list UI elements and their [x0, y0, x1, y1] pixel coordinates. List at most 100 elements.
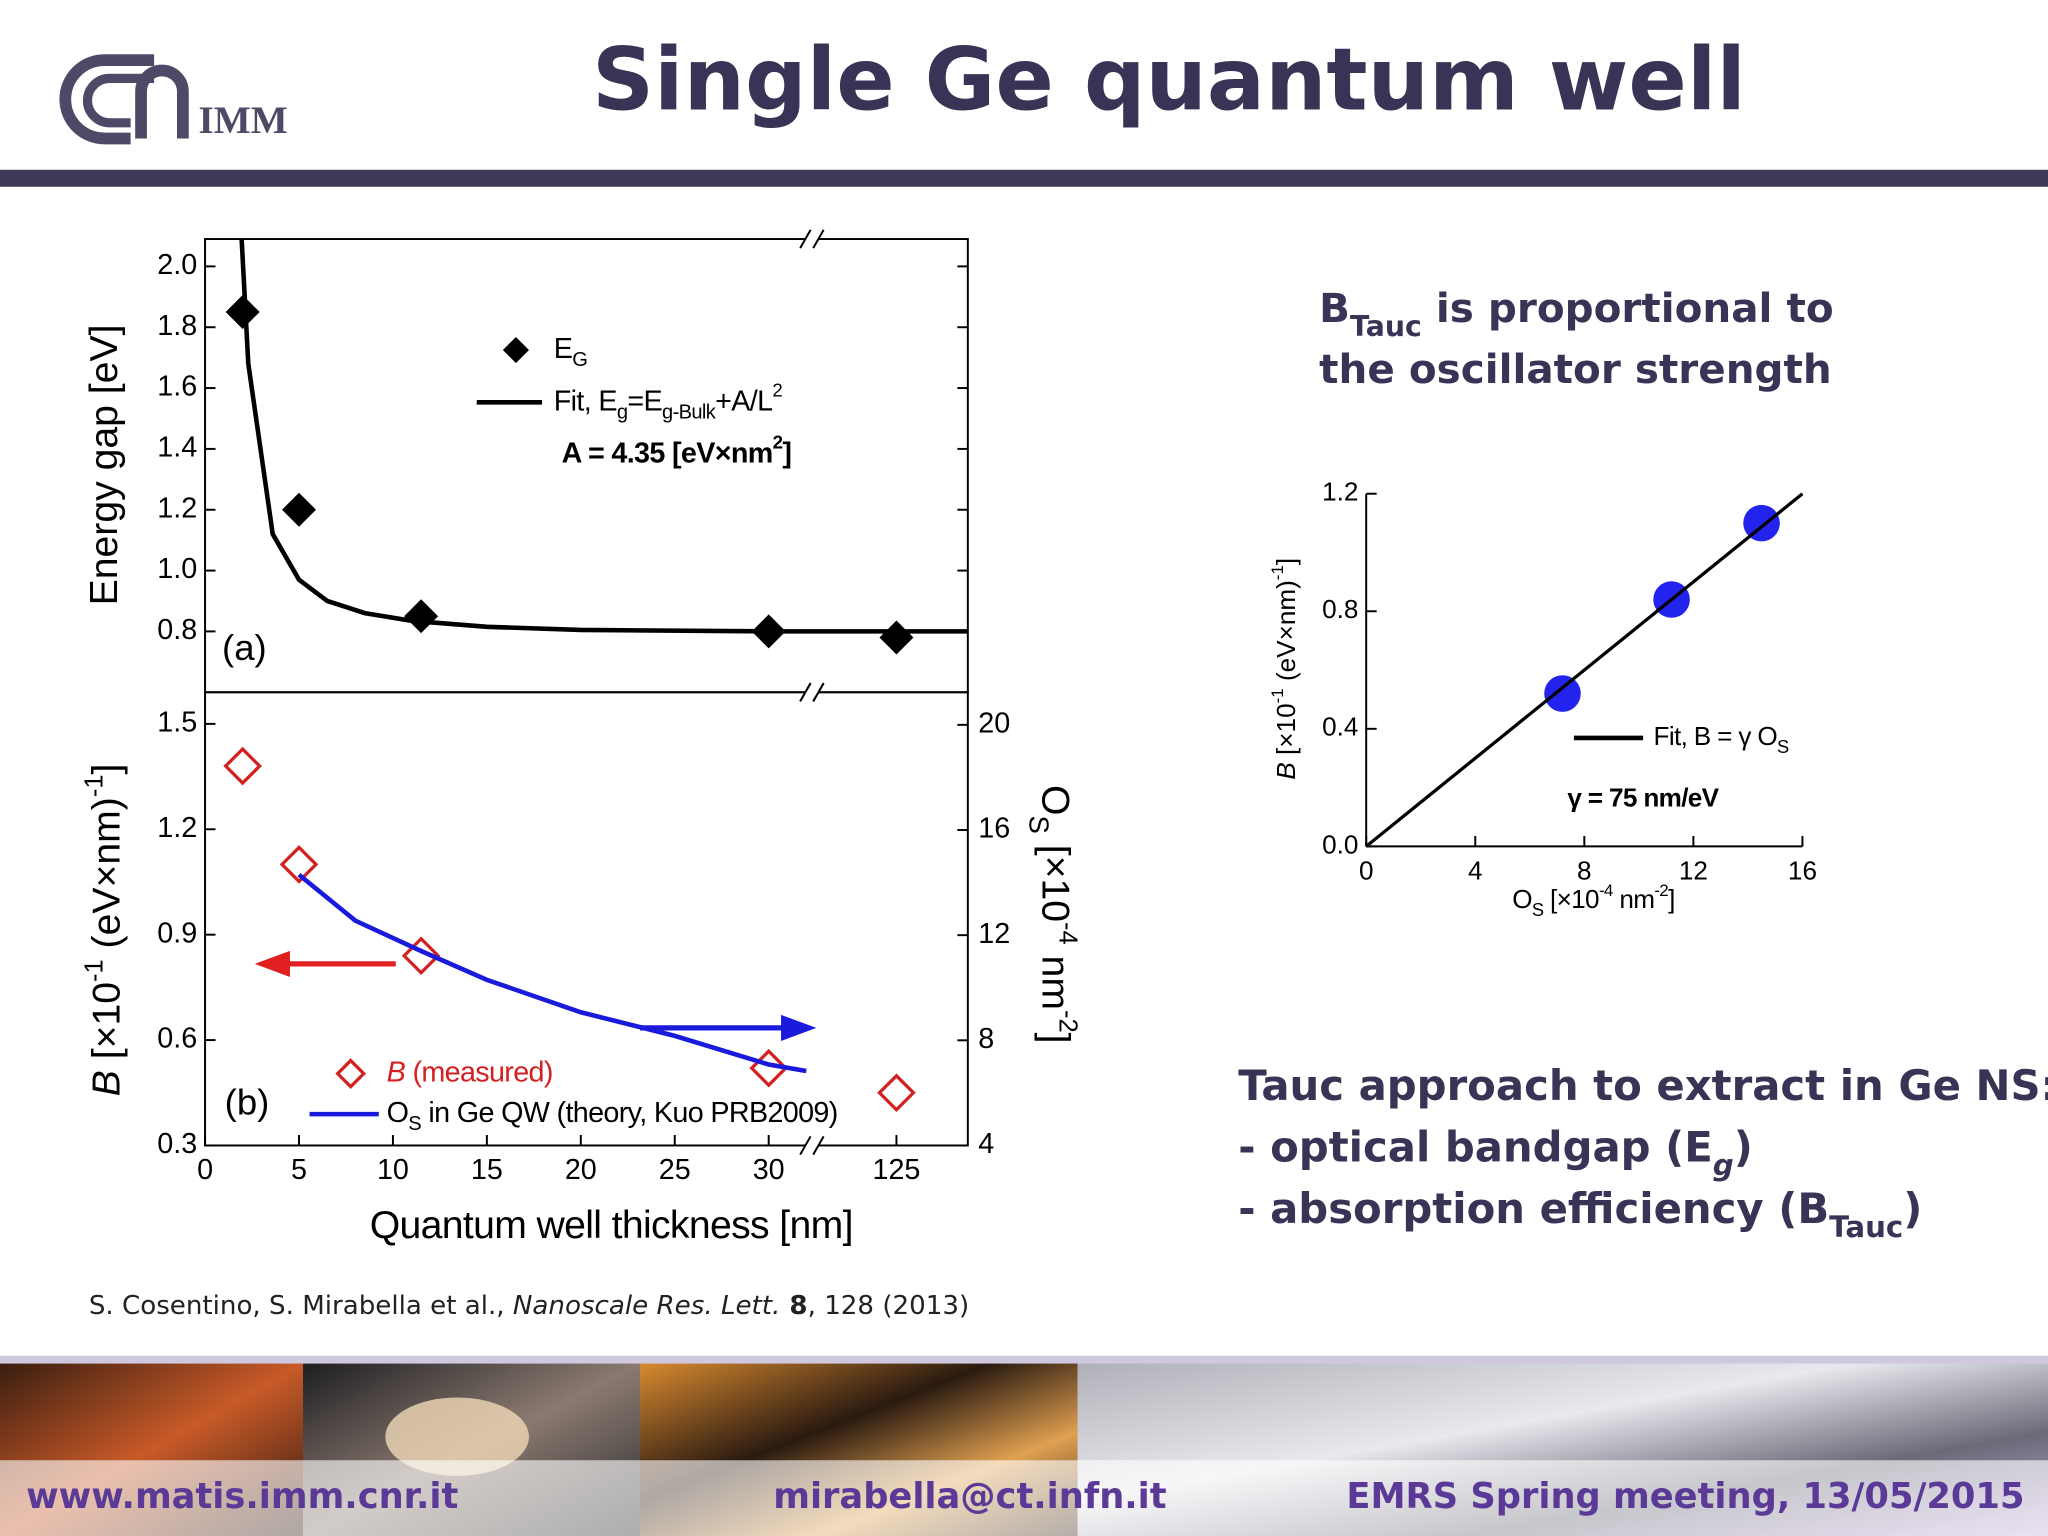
- note-line: BTauc is proportional to: [1319, 284, 1833, 343]
- y-tick-label: 1.2: [157, 492, 197, 524]
- text-part: in Ge QW (theory, Kuo PRB2009): [421, 1097, 838, 1129]
- y-axis-label: B [×10-1 (eV×nm)-1]: [1268, 558, 1301, 780]
- slide-title: Single Ge quantum well: [592, 31, 1746, 131]
- text-part: g: [617, 402, 628, 424]
- y2-tick-label: 8: [978, 1023, 994, 1055]
- text-part: O: [1033, 785, 1076, 815]
- text-part: Tauc: [1829, 1209, 1903, 1243]
- text-part: [×10: [1543, 884, 1599, 914]
- y-tick-label: 0.6: [157, 1023, 197, 1055]
- x-tick-label: 125: [872, 1154, 920, 1186]
- annotation: A = 4.35 [eV×nm2]: [562, 432, 792, 469]
- text-part: ]: [86, 764, 129, 775]
- text-part: -1: [80, 959, 108, 982]
- logo: [59, 54, 189, 145]
- text-part: - optical bandgap (E: [1238, 1122, 1713, 1171]
- note-line: - optical bandgap (Eg): [1238, 1122, 1753, 1182]
- point: [1544, 675, 1581, 712]
- axis-break: [799, 682, 812, 702]
- axis-break-gap: [805, 688, 819, 697]
- text-part: S: [408, 1113, 421, 1135]
- footer-band: [0, 1460, 2048, 1536]
- text-part: -2: [1054, 1010, 1082, 1033]
- text-part: Tauc: [1350, 309, 1422, 342]
- legend-label: Fit, Eg=Eg-Bulk+A/L2: [554, 380, 783, 424]
- legend-label: OS in Ge QW (theory, Kuo PRB2009): [387, 1097, 838, 1136]
- axis-break: [812, 229, 825, 249]
- text-part: S: [1024, 816, 1055, 834]
- y-tick-label: 0.8: [157, 614, 197, 646]
- legend-marker: [335, 1058, 367, 1090]
- text-part: - absorption efficiency (B: [1238, 1183, 1829, 1232]
- y-tick-label: 1.4: [157, 431, 197, 463]
- photo-detail: [385, 1397, 529, 1476]
- y-tick-label: 1.8: [157, 310, 197, 342]
- text-part: [×10: [86, 982, 129, 1070]
- text-part: O: [387, 1097, 409, 1129]
- text-part: +A/L: [715, 385, 773, 417]
- text-part: Energy gap [eV]: [83, 325, 126, 606]
- x-tick-label: 12: [1679, 855, 1708, 885]
- x-tick-label: 30: [753, 1154, 785, 1186]
- axis-break: [799, 229, 812, 249]
- y2-tick-label: 16: [978, 813, 1010, 845]
- text-part: γ = 75 nm/eV: [1567, 782, 1719, 812]
- text-part: B: [86, 1070, 129, 1096]
- y-tick-label: 0.8: [1322, 594, 1358, 624]
- text-part: O: [1512, 884, 1532, 914]
- text-part: the oscillator strength: [1319, 345, 1831, 393]
- text-part: nm: [1613, 884, 1655, 914]
- text-part: -4: [1054, 922, 1082, 945]
- text-part: (eV×nm): [86, 797, 129, 959]
- axis-arrows: [254, 950, 817, 1041]
- footer-event: EMRS Spring meeting, 13/05/2015: [1346, 1476, 2024, 1517]
- citation: S. Cosentino, S. Mirabella et al., Nanos…: [89, 1291, 969, 1321]
- y-tick-label: 1.2: [1322, 477, 1358, 507]
- x-tick-label: 5: [291, 1154, 307, 1186]
- text-part: Nanoscale Res. Lett.: [513, 1291, 780, 1321]
- arrow-head: [781, 1014, 817, 1041]
- text-part: 2: [773, 432, 783, 453]
- x-axis-label: Quantum well thickness [nm]: [370, 1204, 853, 1247]
- legend-label: EG: [554, 333, 588, 372]
- text-part: B: [1271, 762, 1301, 779]
- point: [225, 295, 260, 330]
- text-part: ]: [1033, 1033, 1076, 1044]
- axis-break: [799, 1135, 812, 1156]
- footer-website: www.matis.imm.cnr.it: [26, 1476, 458, 1517]
- axis-break-gap: [805, 235, 819, 243]
- text-part: Fit, B = γ O: [1654, 721, 1778, 751]
- text-part: G: [572, 349, 587, 371]
- text-part: Fit, E: [554, 385, 617, 417]
- point: [282, 492, 316, 527]
- text-part: S: [1532, 900, 1544, 921]
- note-line: - absorption efficiency (BTauc): [1238, 1183, 1922, 1243]
- text-part: g: [1713, 1148, 1734, 1182]
- y2-tick-label: 20: [978, 707, 1010, 739]
- text-part: =E: [627, 385, 662, 417]
- axis-break-gap: [805, 1141, 819, 1150]
- arrow-head: [254, 950, 290, 977]
- y-axis-label: Energy gap [eV]: [83, 325, 126, 606]
- y-tick-label: 0.3: [157, 1128, 197, 1160]
- footer-email: mirabella@ct.infn.it: [773, 1476, 1167, 1517]
- text-part: ): [1903, 1183, 1922, 1232]
- point: [223, 746, 262, 786]
- y-tick-label: 1.2: [157, 812, 197, 844]
- text-part: Quantum well thickness [nm]: [370, 1204, 853, 1247]
- text-part: -1: [1268, 565, 1287, 580]
- text-part: g-Bulk: [662, 402, 717, 424]
- note-line: the oscillator strength: [1319, 345, 1831, 393]
- text-part: ): [1734, 1122, 1753, 1171]
- y2-tick-label: 12: [978, 918, 1010, 950]
- series-line: [239, 238, 968, 634]
- text-part: [×10: [1271, 703, 1301, 762]
- y-tick-label: 0.9: [157, 917, 197, 949]
- panel-label: (a): [222, 627, 267, 668]
- y-axis-label: B [×10-1 (eV×nm)-1]: [80, 764, 129, 1097]
- point: [404, 599, 439, 634]
- y-tick-label: 0.4: [1322, 712, 1358, 742]
- x-tick-label: 8: [1577, 855, 1592, 885]
- y-tick-label: 1.6: [157, 371, 197, 403]
